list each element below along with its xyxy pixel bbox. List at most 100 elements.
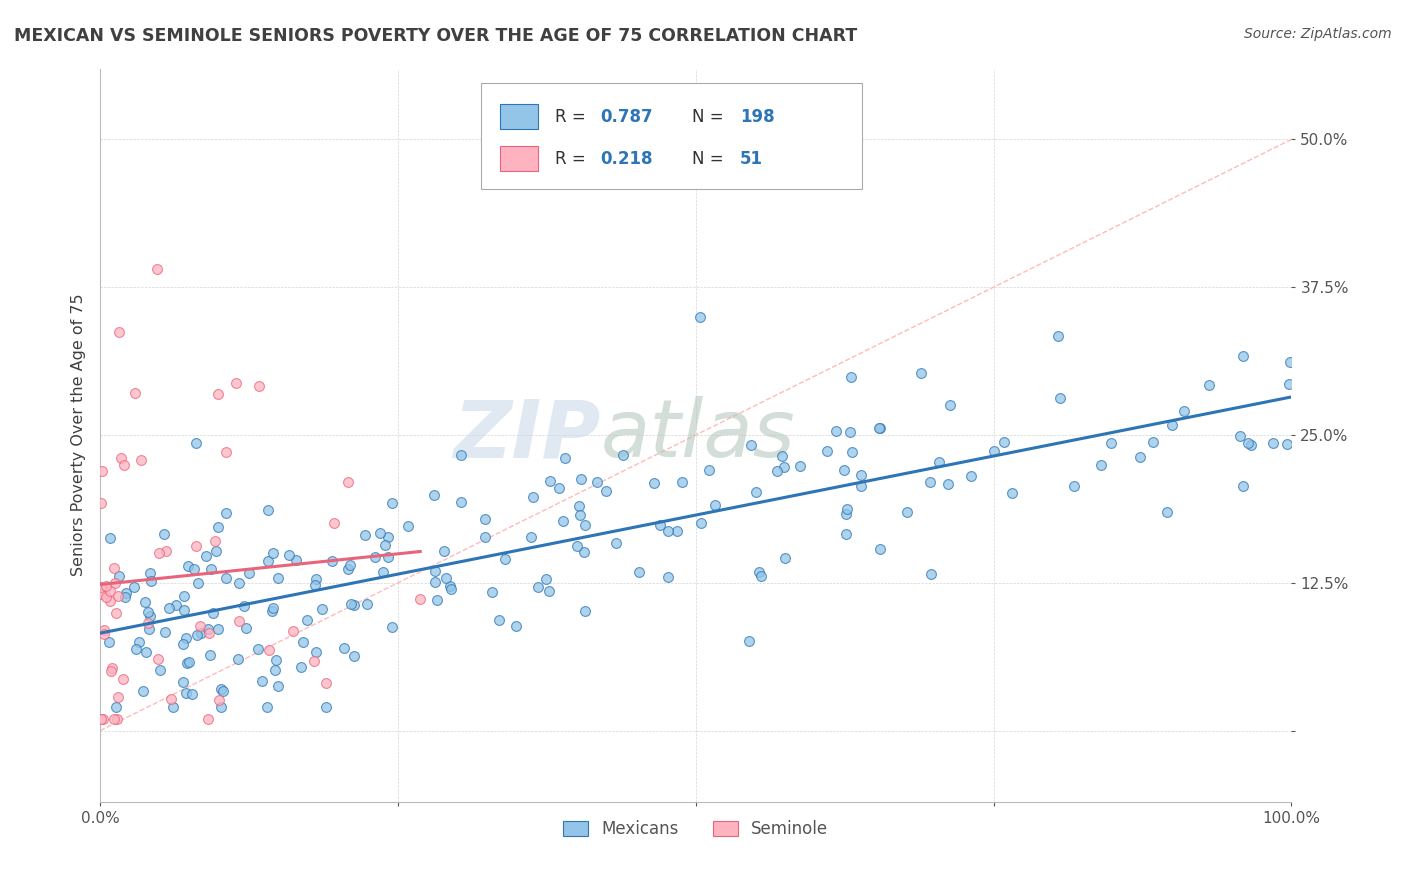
Point — [153, 527, 176, 541]
Point — [835, 502, 858, 516]
Point — [918, 475, 941, 489]
FancyBboxPatch shape — [501, 146, 538, 171]
Point — [983, 444, 1005, 458]
Point — [765, 464, 787, 478]
Point — [772, 460, 794, 475]
Point — [595, 483, 617, 498]
Point — [737, 634, 759, 648]
Point — [343, 598, 366, 612]
Point — [90, 580, 112, 594]
Point — [548, 481, 571, 495]
Point — [1142, 435, 1164, 450]
Text: ZIP: ZIP — [453, 396, 600, 474]
Point — [1240, 438, 1263, 452]
Point — [869, 421, 891, 435]
Point — [188, 618, 211, 632]
Point — [262, 604, 284, 618]
Point — [157, 600, 180, 615]
Point — [494, 552, 516, 566]
Point — [124, 386, 146, 401]
Point — [228, 614, 250, 628]
Point — [138, 622, 160, 636]
Text: N =: N = — [692, 108, 730, 126]
Point — [146, 262, 169, 277]
Point — [1229, 429, 1251, 443]
Point — [215, 571, 238, 585]
Point — [1236, 436, 1258, 450]
Text: 0.787: 0.787 — [600, 108, 652, 126]
Point — [262, 601, 284, 615]
Point — [336, 562, 359, 576]
Point — [773, 550, 796, 565]
Point — [426, 593, 449, 607]
Point — [304, 578, 326, 592]
Point — [339, 558, 361, 573]
Point — [198, 626, 221, 640]
Point — [107, 590, 129, 604]
Point — [423, 564, 446, 578]
Point — [136, 606, 159, 620]
Point — [247, 379, 270, 393]
Point — [474, 512, 496, 526]
Point — [207, 623, 229, 637]
Point — [849, 468, 872, 483]
Text: MEXICAN VS SEMINOLE SENIORS POVERTY OVER THE AGE OF 75 CORRELATION CHART: MEXICAN VS SEMINOLE SENIORS POVERTY OVER… — [14, 27, 858, 45]
Point — [177, 558, 200, 573]
Point — [569, 472, 592, 486]
Point — [190, 625, 212, 640]
Point — [422, 488, 444, 502]
Point — [103, 712, 125, 726]
Point — [176, 656, 198, 670]
Point — [186, 628, 208, 642]
Point — [315, 675, 337, 690]
Point — [440, 582, 463, 596]
Text: atlas: atlas — [600, 396, 796, 474]
Point — [356, 597, 378, 611]
Legend: Mexicans, Seminole: Mexicans, Seminole — [557, 814, 835, 845]
Point — [278, 548, 301, 562]
Point — [740, 438, 762, 452]
Point — [90, 464, 112, 478]
Point — [505, 619, 527, 633]
Point — [481, 584, 503, 599]
Point — [101, 660, 124, 674]
Point — [174, 631, 197, 645]
Point — [553, 515, 575, 529]
Point — [574, 518, 596, 533]
Point — [1129, 450, 1152, 464]
Point — [183, 562, 205, 576]
Text: R =: R = — [555, 150, 591, 168]
Point — [450, 495, 472, 509]
FancyBboxPatch shape — [481, 83, 862, 189]
Point — [264, 653, 287, 667]
Point — [851, 479, 873, 493]
Point — [689, 310, 711, 324]
Point — [132, 683, 155, 698]
Point — [198, 648, 221, 662]
Point — [650, 517, 672, 532]
Point — [94, 590, 117, 604]
Point — [162, 700, 184, 714]
Point — [173, 603, 195, 617]
Point — [396, 519, 419, 533]
Point — [928, 455, 950, 469]
Point — [936, 476, 959, 491]
Point — [869, 542, 891, 557]
Point — [374, 538, 396, 552]
Point — [896, 505, 918, 519]
Point — [1156, 505, 1178, 519]
Y-axis label: Seniors Poverty Over the Age of 75: Seniors Poverty Over the Age of 75 — [72, 293, 86, 576]
Point — [105, 700, 128, 714]
Point — [748, 565, 770, 579]
Point — [112, 672, 135, 686]
Point — [381, 620, 404, 634]
Point — [122, 581, 145, 595]
Point — [98, 583, 121, 598]
Text: N =: N = — [692, 150, 730, 168]
Point — [104, 576, 127, 591]
Point — [93, 627, 115, 641]
Point — [238, 566, 260, 581]
Text: Source: ZipAtlas.com: Source: ZipAtlas.com — [1244, 27, 1392, 41]
Point — [380, 496, 402, 510]
Point — [180, 687, 202, 701]
